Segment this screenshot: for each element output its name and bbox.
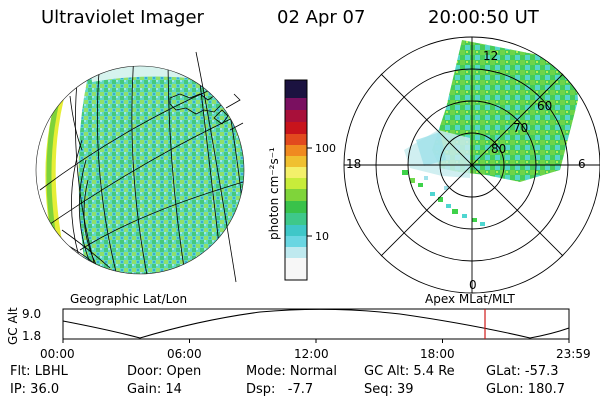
filter-status: Flt: LBHL	[10, 364, 68, 379]
colorbar-tick-100: 100	[315, 142, 336, 155]
mlt-label-12: 12	[483, 49, 498, 63]
altitude-plot-frame	[62, 308, 570, 340]
geo-caption: Geographic Lat/Lon	[70, 292, 187, 306]
polar-plot: 12 18 6 0 60 70 80	[343, 36, 600, 294]
polar-caption: Apex MLat/MLT	[425, 292, 515, 306]
door-status: Door: Open	[127, 364, 202, 379]
time-label-1200: 12:00	[294, 347, 329, 361]
altitude-axis-label: GC Alt	[6, 307, 20, 345]
glon-status: GLon: 180.7	[486, 382, 566, 397]
lat-label-70: 70	[513, 121, 528, 135]
mlt-label-0: 0	[469, 278, 477, 292]
altitude-plot: 9.0 1.8 GC Alt 00:00 06:00 12:00 18:00 2…	[6, 307, 591, 361]
gc-alt-status: GC Alt: 5.4 Re	[364, 364, 455, 379]
mlt-label-6: 6	[578, 157, 586, 171]
lat-label-60: 60	[537, 99, 552, 113]
dsp-status: Dsp: -7.7	[246, 382, 314, 397]
colorbar: 100 10 photon cm⁻²s⁻¹	[267, 79, 336, 281]
instrument-title: Ultraviolet Imager	[41, 7, 204, 28]
time-label-0600: 06:00	[167, 347, 202, 361]
time-label-0000: 00:00	[40, 347, 75, 361]
mode-status: Mode: Normal	[246, 364, 337, 379]
altitude-max-label: 9.0	[22, 307, 41, 321]
time-label-2359: 23:59	[556, 347, 591, 361]
time-label: 20:00:50 UT	[428, 7, 539, 28]
colorbar-tick-10: 10	[315, 230, 329, 243]
time-label-1800: 18:00	[420, 347, 455, 361]
colorbar-label: photon cm⁻²s⁻¹	[267, 147, 281, 240]
gain-status: Gain: 14	[127, 382, 182, 397]
lat-label-80: 80	[491, 142, 506, 156]
geographic-image	[35, 51, 245, 283]
earth-disk	[36, 66, 244, 274]
date-label: 02 Apr 07	[277, 7, 366, 28]
altitude-min-label: 1.8	[22, 329, 41, 343]
mlt-label-18: 18	[346, 157, 361, 171]
ip-status: IP: 36.0	[10, 382, 60, 397]
glat-status: GLat: -57.3	[486, 364, 559, 379]
scattered-emission	[402, 170, 485, 226]
coastline	[169, 93, 223, 115]
seq-status: Seq: 39	[364, 382, 414, 397]
altitude-curve	[62, 308, 570, 339]
